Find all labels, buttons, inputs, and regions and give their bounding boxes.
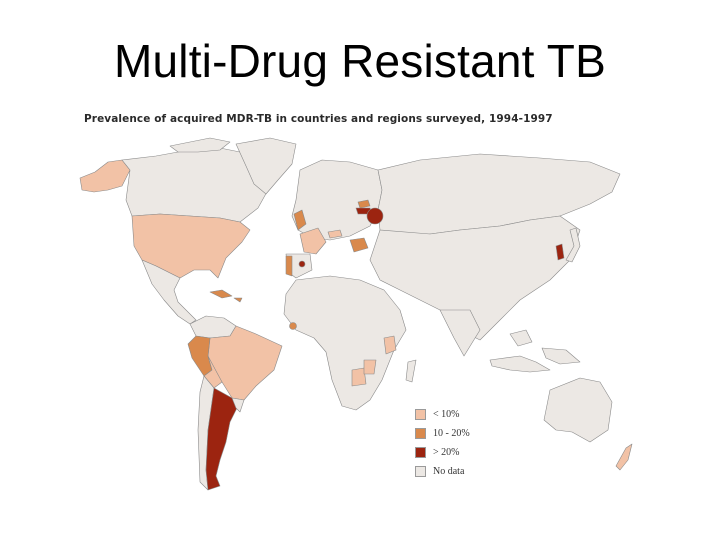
region-korea [555, 243, 565, 261]
region-brazil [207, 325, 283, 401]
region-russia [377, 153, 621, 239]
swatch-gt20 [415, 447, 426, 458]
legend-label: > 20% [433, 447, 460, 458]
region-borneo [509, 329, 533, 347]
region-zimbabwe [363, 359, 377, 375]
region-dominican-republic [233, 297, 243, 303]
region-mexico [141, 259, 197, 325]
region-japan [565, 227, 581, 263]
region-madagascar [405, 359, 417, 383]
legend-label: No data [433, 466, 465, 477]
legend-row-gt20: > 20% [415, 443, 470, 462]
region-new-guinea [541, 347, 581, 365]
region-australia [543, 377, 613, 443]
region-estonia [357, 199, 371, 209]
region-france [299, 227, 327, 255]
map-caption: Prevalence of acquired MDR-TB in countri… [84, 113, 553, 125]
legend-label: 10 - 20% [433, 428, 470, 439]
slide-title: Multi-Drug Resistant TB [113, 35, 606, 87]
region-india [439, 309, 481, 357]
legend-row-10-20: 10 - 20% [415, 424, 470, 443]
region-central-asia [369, 215, 581, 341]
region-indonesia [489, 355, 551, 373]
region-ivanovo-oblast [366, 207, 384, 225]
region-kenya [383, 335, 397, 355]
swatch-no-data [415, 466, 426, 477]
world-map: < 10% 10 - 20% > 20% No data [60, 130, 660, 500]
region-england-wales [293, 209, 307, 231]
region-barcelona [298, 260, 306, 268]
legend-row-lt10: < 10% [415, 405, 470, 424]
region-cuba [209, 289, 233, 299]
region-romania [349, 237, 369, 253]
region-new-zealand [615, 443, 633, 471]
swatch-10-20 [415, 428, 426, 439]
region-colombia-venezuela [189, 315, 237, 339]
legend-row-no-data: No data [415, 462, 470, 481]
region-botswana [351, 367, 367, 387]
swatch-lt10 [415, 409, 426, 420]
region-czech [327, 229, 343, 239]
region-greenland [235, 137, 297, 195]
legend-label: < 10% [433, 409, 460, 420]
region-alaska [79, 159, 131, 193]
region-europe [291, 159, 383, 241]
region-arctic-islands [169, 137, 231, 153]
region-uruguay [231, 397, 245, 413]
map-legend: < 10% 10 - 20% > 20% No data [415, 405, 470, 481]
region-portugal [285, 255, 293, 277]
region-sierra-leone [289, 322, 297, 330]
